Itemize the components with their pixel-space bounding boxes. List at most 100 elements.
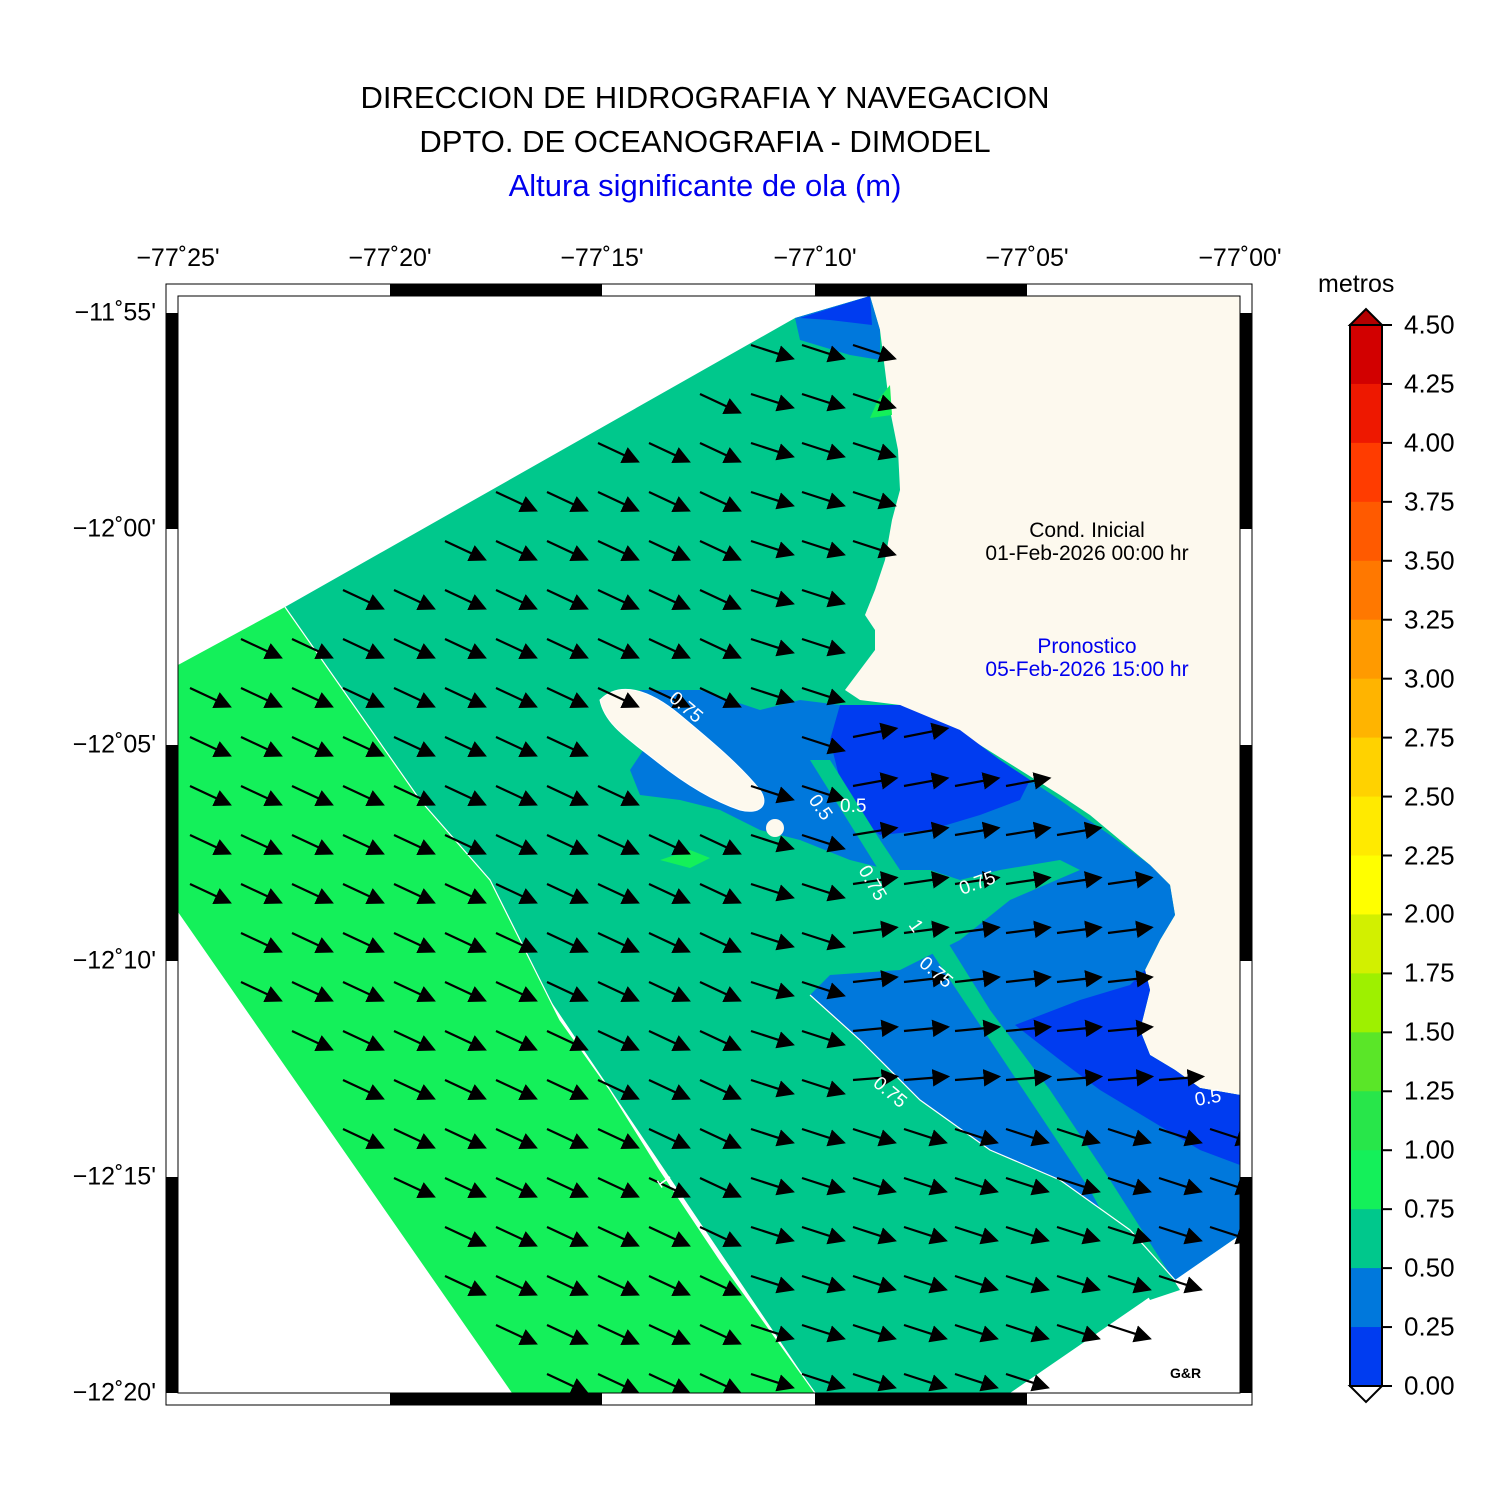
wave-arrow [495, 785, 538, 807]
wave-arrow [750, 392, 795, 412]
wave-arrow [1056, 920, 1103, 939]
colorbar-swatch [1350, 914, 1382, 974]
wave-arrow [750, 1176, 795, 1196]
wave-arrow [597, 883, 640, 905]
wave-arrow [648, 1226, 691, 1248]
wave-arrow [903, 772, 950, 790]
wave-arrow [342, 883, 385, 905]
wave-arrow [699, 981, 742, 1003]
colorbar-swatch [1350, 678, 1382, 739]
initial-label: Cond. Inicial [1029, 519, 1145, 542]
wave-arrow [1056, 1323, 1101, 1343]
wave-arrow [852, 970, 899, 988]
wave-arrow [546, 1128, 589, 1150]
wave-arrow [1005, 871, 1052, 889]
wave-arrow [648, 981, 691, 1003]
wave-arrow [495, 834, 538, 856]
wave-arrow [699, 589, 742, 611]
colorbar-unit-label: metros [1318, 270, 1395, 298]
wave-arrow [648, 932, 691, 954]
wave-band-025-050-north [800, 296, 872, 325]
wave-arrow [954, 920, 1001, 939]
wave-arrow [648, 589, 691, 611]
wave-arrow [546, 1177, 589, 1199]
wave-arrow [495, 981, 538, 1003]
wave-arrow [1005, 1069, 1053, 1087]
lon-label: −77˚10' [773, 244, 857, 272]
wave-arrow [954, 1127, 999, 1147]
wave-arrow [546, 736, 589, 758]
colorbar-tick-label: 0.00 [1404, 1370, 1455, 1401]
wave-arrow [750, 1372, 795, 1392]
wave-arrow [393, 589, 436, 611]
initial-condition-note: Cond. Inicial 01-Feb-2026 00:00 hr [947, 519, 1227, 565]
wave-arrow [393, 981, 436, 1003]
colorbar-tick-label: 4.25 [1404, 368, 1455, 399]
wave-arrow [648, 1079, 691, 1101]
wave-arrow [189, 883, 232, 905]
colorbar [1347, 307, 1392, 1404]
wave-arrow [852, 871, 899, 889]
wave-arrow [495, 491, 538, 513]
wave-arrow [495, 736, 538, 758]
wave-arrow [852, 1127, 897, 1147]
wave-arrow [393, 1177, 436, 1199]
colorbar-over-triangle [1347, 307, 1385, 326]
colorbar-swatch [1350, 796, 1382, 856]
wave-arrow [1056, 871, 1103, 889]
wave-direction-arrows [189, 343, 1240, 1393]
wave-arrow [648, 1324, 691, 1346]
colorbar-tick-label: 3.75 [1404, 486, 1455, 517]
lat-label: −12˚00' [72, 514, 156, 543]
wave-arrow [444, 736, 487, 758]
wave-arrow [597, 834, 640, 856]
wave-arrow [1056, 1019, 1103, 1038]
wave-arrow [1005, 821, 1052, 840]
lon-label: −77˚20' [348, 244, 432, 272]
wave-arrow [444, 540, 487, 562]
wave-arrow [597, 491, 640, 513]
wave-arrow [1158, 1069, 1206, 1087]
wave-arrow [801, 1176, 846, 1196]
contour-lines [284, 606, 1176, 1393]
wave-arrow [852, 392, 897, 412]
wave-arrow [1056, 1274, 1101, 1294]
lat-label: −12˚15' [72, 1162, 156, 1191]
colorbar-swatch [1350, 1327, 1382, 1387]
wave-arrow [750, 833, 795, 853]
wave-arrow [240, 638, 283, 660]
wave-arrow [1005, 1225, 1050, 1245]
wave-arrow [801, 588, 846, 608]
wave-arrow [291, 981, 334, 1003]
wave-arrow [954, 1225, 999, 1245]
colorbar-swatch [1350, 1268, 1382, 1328]
wave-arrow [291, 785, 334, 807]
colorbar-tick-label: 0.50 [1404, 1252, 1455, 1283]
wave-arrow [699, 393, 742, 415]
wave-band-100-125 [178, 607, 815, 1393]
wave-arrow [546, 491, 589, 513]
wave-arrow [444, 1275, 487, 1297]
wave-arrow [546, 1373, 589, 1393]
wave-arrow [342, 638, 385, 660]
wave-arrow [1107, 920, 1154, 939]
wave-arrow [495, 687, 538, 709]
wave-arrow [444, 589, 487, 611]
wave-arrow [750, 784, 795, 804]
colorbar-tick-label: 3.50 [1404, 545, 1455, 576]
colorbar-tick-label: 2.75 [1404, 722, 1455, 753]
colorbar-tick-label: 4.00 [1404, 427, 1455, 458]
wave-arrow [852, 920, 899, 939]
wave-arrow [903, 1274, 948, 1294]
title-line1: DIRECCION DE HIDROGRAFIA Y NAVEGACION [360, 80, 1050, 115]
wave-arrow [699, 932, 742, 954]
wave-arrow [1209, 1176, 1240, 1196]
lat-label: −12˚05' [72, 730, 156, 759]
wave-arrow [291, 932, 334, 954]
wave-arrow [546, 1226, 589, 1248]
wave-arrow [1005, 1127, 1050, 1147]
wave-arrow [852, 343, 897, 363]
wave-arrow [750, 882, 795, 902]
colorbar-swatch [1350, 501, 1382, 562]
wave-arrow [597, 1030, 640, 1052]
